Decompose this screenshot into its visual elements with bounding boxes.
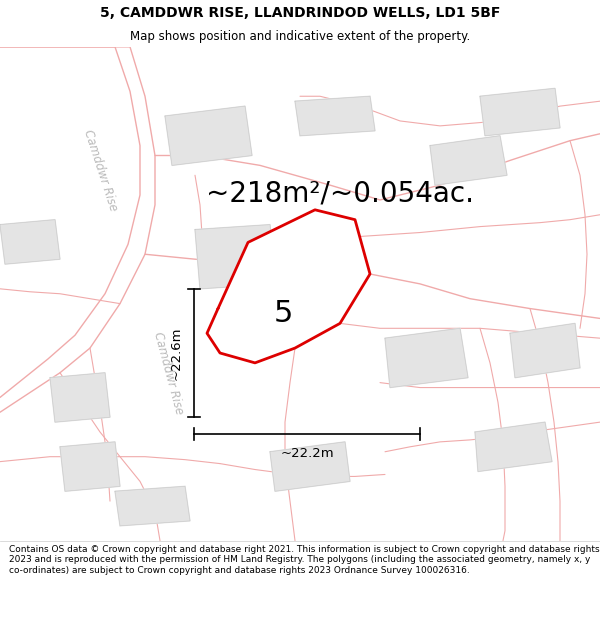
Text: Contains OS data © Crown copyright and database right 2021. This information is : Contains OS data © Crown copyright and d… xyxy=(9,545,599,574)
Polygon shape xyxy=(0,219,60,264)
Polygon shape xyxy=(115,486,190,526)
Polygon shape xyxy=(270,442,350,491)
Text: Camddwr Rise: Camddwr Rise xyxy=(80,128,119,213)
Text: Camddwr Rise: Camddwr Rise xyxy=(151,330,185,416)
Polygon shape xyxy=(270,259,350,309)
Polygon shape xyxy=(195,224,275,289)
Polygon shape xyxy=(50,372,110,422)
Text: ~218m²/~0.054ac.: ~218m²/~0.054ac. xyxy=(206,179,474,207)
Polygon shape xyxy=(60,442,120,491)
Polygon shape xyxy=(207,210,370,363)
Polygon shape xyxy=(295,96,375,136)
Polygon shape xyxy=(475,422,552,471)
Text: Map shows position and indicative extent of the property.: Map shows position and indicative extent… xyxy=(130,30,470,43)
Polygon shape xyxy=(165,106,252,166)
Text: 5: 5 xyxy=(274,299,293,328)
Text: 5, CAMDDWR RISE, LLANDRINDOD WELLS, LD1 5BF: 5, CAMDDWR RISE, LLANDRINDOD WELLS, LD1 … xyxy=(100,6,500,20)
Polygon shape xyxy=(480,88,560,136)
Polygon shape xyxy=(510,323,580,378)
Text: ~22.2m: ~22.2m xyxy=(280,448,334,460)
Text: ~22.6m: ~22.6m xyxy=(170,326,182,380)
Polygon shape xyxy=(385,328,468,388)
Polygon shape xyxy=(430,136,507,185)
